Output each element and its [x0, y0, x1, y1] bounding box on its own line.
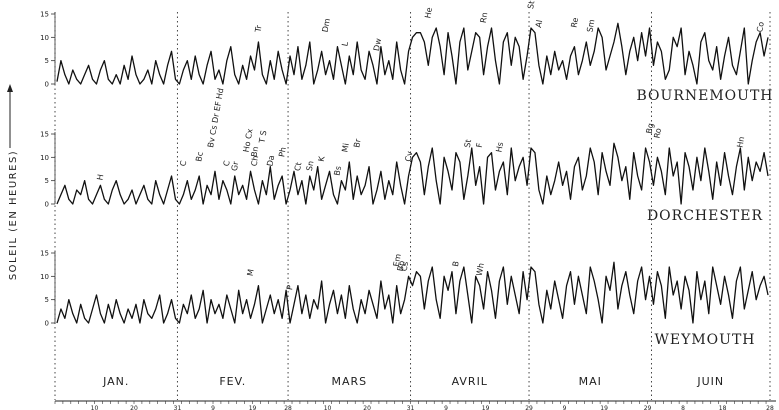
event-label: P: [285, 284, 295, 290]
event-label: Ct: [293, 162, 303, 172]
x-tick-label: 9: [211, 405, 215, 410]
x-tick-label: 8: [681, 405, 685, 410]
event-label: Hs: [494, 141, 505, 153]
event-label: C: [178, 160, 188, 167]
x-tick-label: 19: [482, 405, 490, 410]
event-label: Ch: [250, 155, 261, 167]
event-label: Re: [570, 17, 581, 29]
y-tick-label: 10: [40, 34, 49, 42]
month-label: JUIN: [696, 375, 724, 388]
event-label: Em: [392, 253, 403, 267]
event-label: Tr: [253, 24, 263, 34]
event-label: T S: [257, 130, 268, 145]
month-label: AVRIL: [452, 375, 488, 388]
y-tick-label: 0: [45, 81, 49, 89]
month-label: MARS: [331, 375, 367, 388]
event-label: F: [475, 142, 485, 148]
event-label: Dm: [321, 18, 332, 34]
station-panel: 0 5 10 15 BOURNEMOUTH Tr Dm L Dw He Rn St Al Re Sm Co: [40, 0, 774, 104]
event-label: St: [463, 139, 473, 149]
y-tick-label: 0: [45, 320, 49, 328]
event-label: Bp: [396, 260, 407, 272]
x-tick-label: 31: [174, 405, 182, 410]
event-label: St: [526, 0, 536, 10]
x-tick-label: 10: [91, 405, 99, 410]
event-label: K: [317, 155, 327, 162]
x-tick-label: 29: [644, 405, 652, 410]
event-label: C: [222, 160, 232, 167]
event-label: He: [423, 7, 434, 19]
x-tick-label: 31: [407, 405, 415, 410]
y-tick-label: 5: [45, 57, 49, 65]
event-label: Dw: [372, 37, 383, 52]
month-label: JAN.: [102, 375, 129, 388]
event-label: Sn: [305, 160, 316, 172]
event-label: H: [96, 174, 106, 181]
station-name: WEYMOUTH: [654, 332, 755, 348]
event-label: B: [451, 260, 461, 267]
x-tick-label: 20: [363, 405, 371, 410]
x-tick-label: 9: [563, 405, 567, 410]
y-tick-label: 10: [40, 154, 49, 162]
month-labels: JAN. FEV. MARS AVRIL MAI JUIN: [102, 375, 724, 388]
event-label: Cv: [404, 150, 415, 162]
event-label: Mi: [340, 142, 350, 153]
x-tick-label: 9: [444, 405, 448, 410]
event-label: Bn: [250, 146, 261, 158]
x-tick-label: 19: [249, 405, 257, 410]
event-label: Ph: [277, 146, 288, 157]
event-label: Wh: [475, 262, 486, 276]
event-label: Sm: [585, 19, 596, 33]
month-separators: [54, 12, 771, 400]
x-tick-label: 10: [324, 405, 332, 410]
x-axis: 10 20 31 9 19 28 10 20 31 9 19 29 9 19 29 8 18 28: [54, 400, 776, 410]
event-label: L: [340, 41, 350, 47]
event-label: Gr: [230, 160, 241, 172]
event-label: Ro: [652, 127, 663, 139]
event-label: Bc: [194, 151, 205, 162]
y-tick-label: 10: [40, 273, 49, 281]
event-label: M: [246, 268, 256, 276]
y-tick-label: 15: [40, 131, 49, 139]
y-tick-label: 5: [45, 177, 49, 185]
event-label: Hn: [735, 136, 746, 148]
x-tick-label: 19: [600, 405, 608, 410]
x-tick-label: 28: [766, 405, 774, 410]
station-name: BOURNEMOUTH: [637, 88, 774, 104]
y-tick-label: 5: [45, 296, 49, 304]
event-label: Co: [755, 21, 766, 33]
station-name: DORCHESTER: [647, 208, 763, 224]
event-label: Al: [534, 19, 544, 28]
y-axis-arrow: [7, 84, 13, 148]
y-tick-label: 15: [40, 250, 49, 258]
event-label: Da: [265, 154, 276, 167]
event-label: Rn: [479, 12, 490, 24]
x-tick-label: 29: [525, 405, 533, 410]
y-tick-label: 15: [40, 11, 49, 19]
x-tick-label: 18: [719, 405, 727, 410]
month-label: MAI: [579, 375, 602, 388]
y-tick-label: 0: [45, 201, 49, 209]
series-line: [56, 261, 769, 324]
event-label: Br: [352, 137, 363, 148]
event-label: Bs: [333, 165, 344, 176]
series-line: [56, 142, 769, 205]
event-label: Bg: [645, 122, 656, 134]
event-label: Bv Cs Dr EF Hd: [206, 87, 225, 148]
event-label: Ho Cx: [242, 128, 255, 153]
month-label: FEV.: [219, 375, 246, 388]
x-tick-label: 28: [284, 405, 292, 410]
x-tick-label: 20: [130, 405, 138, 410]
event-label: Cs: [400, 261, 411, 272]
station-panels: 0 5 10 15 BOURNEMOUTH Tr Dm L Dw He Rn St Al Re Sm Co 0 5…: [40, 0, 774, 348]
y-axis-title: SOLEIL (EN HEURES): [8, 150, 19, 280]
series-line: [56, 22, 769, 85]
